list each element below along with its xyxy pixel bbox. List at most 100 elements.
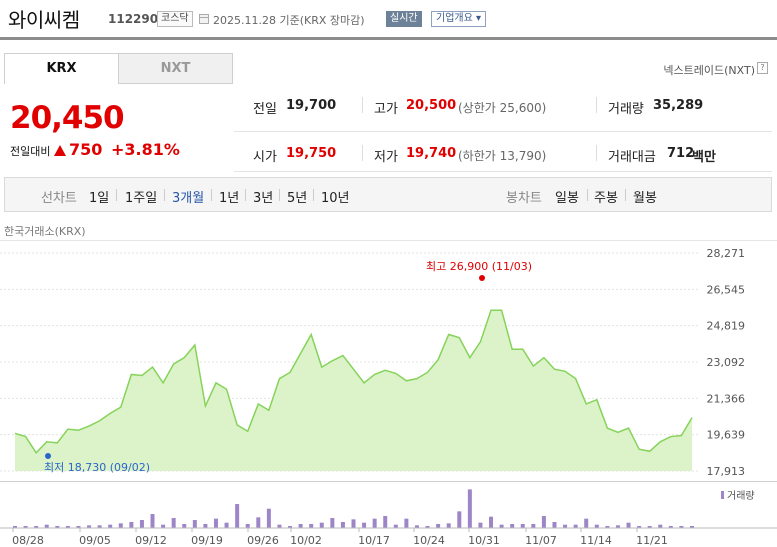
x-tick-label: 09/19 xyxy=(191,534,223,547)
low-value: 19,740 xyxy=(406,146,457,161)
x-tick-label: 10/24 xyxy=(413,534,445,547)
volume-legend-label: 거래량 xyxy=(727,490,755,502)
volume-bar xyxy=(340,522,345,528)
period-5y[interactable]: 5년 xyxy=(287,191,308,206)
volume-bar xyxy=(457,511,462,528)
x-tick-label: 09/26 xyxy=(247,534,279,547)
company-overview-button[interactable]: 기업개요 ▾ xyxy=(431,11,487,27)
volume-bar xyxy=(594,524,599,528)
volume-bar xyxy=(425,526,430,528)
upper-limit: (상한가 25,600) xyxy=(458,101,547,115)
volume-label: 거래량 xyxy=(608,102,644,117)
y-tick-label: 28,271 xyxy=(707,247,746,260)
volume-bar xyxy=(76,526,81,528)
volume-legend: 거래량 xyxy=(721,490,755,502)
volume-bar xyxy=(510,524,515,528)
y-tick-label: 24,819 xyxy=(707,320,746,333)
volume-bar xyxy=(213,518,218,528)
y-tick-label: 17,913 xyxy=(707,465,746,478)
volume-bar xyxy=(192,520,197,528)
summary-divider xyxy=(234,131,772,132)
volume-bar xyxy=(129,522,134,528)
volume-bar xyxy=(383,516,388,528)
period-separator xyxy=(587,189,588,201)
tab-krx[interactable]: KRX xyxy=(4,53,119,84)
volume-bar xyxy=(658,524,663,528)
x-tick-label: 09/05 xyxy=(79,534,111,547)
realtime-button[interactable]: 실시간 xyxy=(386,11,422,27)
volume-bar xyxy=(552,522,557,528)
volume-bar xyxy=(298,524,303,528)
price-area xyxy=(15,310,692,471)
volume-bar xyxy=(467,489,472,528)
tab-nxt[interactable]: NXT xyxy=(118,53,233,84)
volume-divider xyxy=(0,481,777,482)
trade-amount-value: 712 xyxy=(667,146,695,161)
x-tick-label: 11/21 xyxy=(636,534,668,547)
open-value: 19,750 xyxy=(286,146,337,161)
volume-bars xyxy=(0,489,777,529)
volume-bar xyxy=(203,524,208,528)
volume-bar xyxy=(245,524,250,528)
volume-bar xyxy=(637,526,642,528)
volume-bar xyxy=(362,522,367,528)
volume-bar xyxy=(573,524,578,528)
volume-bar xyxy=(605,526,610,528)
y-tick-label: 19,639 xyxy=(707,429,746,442)
chevron-down-icon: ▾ xyxy=(476,13,482,24)
summary-divider xyxy=(234,171,772,172)
volume-bar xyxy=(235,504,240,528)
volume-bar xyxy=(256,517,261,528)
volume-bar xyxy=(489,516,494,528)
period-daily-candle[interactable]: 일봉 xyxy=(555,191,579,206)
volume-bar xyxy=(520,524,525,528)
calendar-icon xyxy=(199,14,209,24)
y-axis-labels: 28,271 26,545 24,819 23,092 21,366 19,639 17,9… xyxy=(707,247,746,478)
volume-bar xyxy=(182,524,187,528)
period-1y[interactable]: 1년 xyxy=(219,191,240,206)
low-annotation: 최저 18,730 (09/02) xyxy=(44,461,150,474)
period-1w[interactable]: 1주일 xyxy=(125,191,158,206)
summary-separator xyxy=(362,145,363,161)
y-tick-label: 21,366 xyxy=(707,392,746,405)
period-3y[interactable]: 3년 xyxy=(253,191,274,206)
volume-value: 35,289 xyxy=(653,98,704,113)
volume-bar xyxy=(330,518,335,528)
volume-bar xyxy=(436,524,441,528)
volume-bar xyxy=(288,526,293,528)
period-separator xyxy=(164,189,165,201)
volume-bar xyxy=(87,525,92,528)
volume-bar xyxy=(679,526,684,528)
prev-close-label: 전일 xyxy=(253,102,277,117)
period-1d[interactable]: 1일 xyxy=(89,191,110,206)
period-3m[interactable]: 3개월 xyxy=(172,191,205,206)
volume-bar xyxy=(309,524,314,528)
volume-bar xyxy=(584,518,589,528)
price-chart: 28,271 26,545 24,819 23,092 21,366 19,639 17,9… xyxy=(0,240,777,547)
period-separator xyxy=(313,189,314,201)
period-separator xyxy=(116,189,117,201)
period-10y[interactable]: 10년 xyxy=(321,191,350,206)
up-arrow-icon xyxy=(54,145,66,156)
volume-bar xyxy=(615,525,620,528)
change-label: 전일대비 xyxy=(10,145,51,158)
high-marker xyxy=(479,275,485,281)
nextrade-link[interactable]: 넥스트레이드(NXT) xyxy=(663,64,755,77)
volume-bar xyxy=(171,518,176,528)
volume-bar xyxy=(161,524,166,528)
low-label: 저가 xyxy=(374,150,398,165)
stock-code: 112290 xyxy=(108,12,159,26)
chart-source: 한국거래소(KRX) xyxy=(4,225,86,238)
x-axis-labels: 08/28 09/05 09/12 09/19 09/26 10/02 10/17 10/24… xyxy=(12,528,668,547)
base-date: 2025.11.28 기준(KRX 장마감) xyxy=(213,14,365,27)
volume-bar xyxy=(34,526,39,528)
volume-bar xyxy=(563,524,568,528)
y-tick-label: 26,545 xyxy=(707,283,746,296)
period-weekly-candle[interactable]: 주봉 xyxy=(594,191,618,206)
info-popup-icon[interactable]: ? xyxy=(757,62,768,74)
volume-bar xyxy=(690,526,694,528)
period-separator xyxy=(211,189,212,201)
market-badge: 코스닥 xyxy=(157,11,193,27)
candle-chart-label: 봉차트 xyxy=(506,191,542,206)
period-monthly-candle[interactable]: 월봉 xyxy=(633,191,657,206)
